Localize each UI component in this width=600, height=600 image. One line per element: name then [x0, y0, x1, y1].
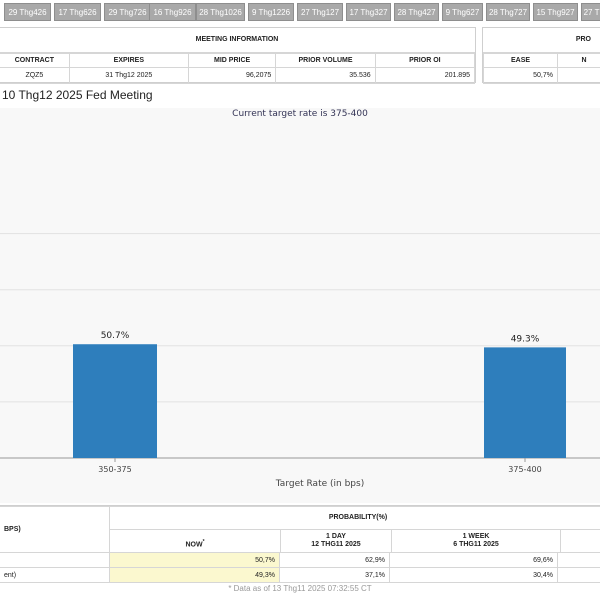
bar-375-400 [484, 347, 566, 458]
tab-meeting[interactable]: 17 Thg327 [346, 3, 391, 21]
contract-value: ZQZ5 [0, 67, 70, 84]
data-footnote: * Data as of 13 Thg11 2025 07:32:55 CT [228, 584, 372, 593]
tab-meeting[interactable]: 17 Thg626 [54, 3, 101, 21]
no-change-value [557, 67, 600, 84]
x-tick-label: 350-375 [98, 465, 131, 474]
probability-table: BPS) PROBABILITY(%) NOW* 1 DAY 12 THG11 2… [0, 506, 600, 583]
tab-meeting[interactable]: 27 Thg [581, 3, 600, 21]
tab-meeting[interactable]: 16 Thg926 [149, 3, 196, 21]
meeting-information-table: CONTRACT EXPIRES MID PRICE PRIOR VOLUME … [0, 53, 476, 84]
tab-meeting[interactable]: 28 Thg1026 [196, 3, 245, 21]
probability-title: PROBABILITY(%) [110, 507, 600, 530]
tab-meeting[interactable]: 9 Thg627 [442, 3, 483, 21]
week-value: 69,6% [389, 552, 558, 568]
tab-meeting[interactable]: 15 Thg927 [533, 3, 578, 21]
meeting-tabs: 29 Thg426 17 Thg626 29 Thg726 16 Thg926 … [0, 0, 600, 22]
tab-meeting[interactable]: 29 Thg726 [104, 3, 151, 21]
probabilities-table: EASE N 50,7% [483, 53, 600, 84]
col-1-week: 1 WEEK 6 THG11 2025 [392, 530, 561, 552]
col-prior-oi: PRIOR OI [374, 53, 476, 68]
tab-meeting[interactable]: 28 Thg727 [486, 3, 530, 21]
now-value: 49,3% [109, 567, 280, 583]
col-contract: CONTRACT [0, 53, 70, 68]
day-value: 62,9% [279, 552, 390, 568]
chart-title: 10 Thg12 2025 Fed Meeting [2, 88, 153, 102]
tab-meeting[interactable]: 28 Thg427 [394, 3, 439, 21]
tab-meeting[interactable]: 29 Thg426 [4, 3, 51, 21]
col-prior-volume: PRIOR VOLUME [275, 53, 376, 68]
tab-meeting[interactable]: 9 Thg1226 [248, 3, 294, 21]
week-value: 30,4% [389, 567, 558, 583]
row-label [0, 552, 110, 568]
mid-price-value: 96,2075 [187, 67, 277, 84]
col-ease: EASE [483, 53, 558, 68]
target-rate-chart-svg: Current target rate is 375-400 50.7% 350-3… [0, 109, 600, 489]
row-label: ent) [0, 567, 110, 583]
x-axis-label: Target Rate (in bps) [275, 479, 364, 489]
day-value: 37,1% [279, 567, 390, 583]
bar-value-label: 49.3% [511, 334, 540, 344]
col-expires: EXPIRES [68, 53, 189, 68]
now-value: 50,7% [109, 552, 280, 568]
probabilities-title: PRO [483, 28, 600, 53]
ease-value: 50,7% [483, 67, 558, 84]
col-now: NOW* [110, 530, 281, 552]
probability-table-panel: BPS) PROBABILITY(%) NOW* 1 DAY 12 THG11 2… [0, 505, 600, 583]
chart-subtitle: Current target rate is 375-400 [232, 109, 368, 119]
prior-volume-value: 35.536 [275, 67, 376, 84]
col-mid-price: MID PRICE [187, 53, 277, 68]
meeting-information-panel: MEETING INFORMATION CONTRACT EXPIRES MID… [0, 27, 476, 84]
col-1-day: 1 DAY 12 THG11 2025 [281, 530, 392, 552]
col-no-change: N [557, 53, 600, 68]
meeting-information-title: MEETING INFORMATION [0, 28, 475, 53]
x-tick-label: 375-400 [508, 465, 541, 474]
target-rate-header: BPS) [0, 506, 110, 553]
target-rate-chart: Current target rate is 375-400 50.7% 350-3… [0, 108, 600, 503]
probabilities-panel: PRO EASE N 50,7% [482, 27, 600, 84]
prior-oi-value: 201.895 [374, 67, 476, 84]
tab-meeting[interactable]: 27 Thg127 [297, 3, 343, 21]
expires-value: 31 Thg12 2025 [68, 67, 189, 84]
bar-350-375 [73, 344, 157, 458]
bar-value-label: 50.7% [101, 331, 130, 341]
